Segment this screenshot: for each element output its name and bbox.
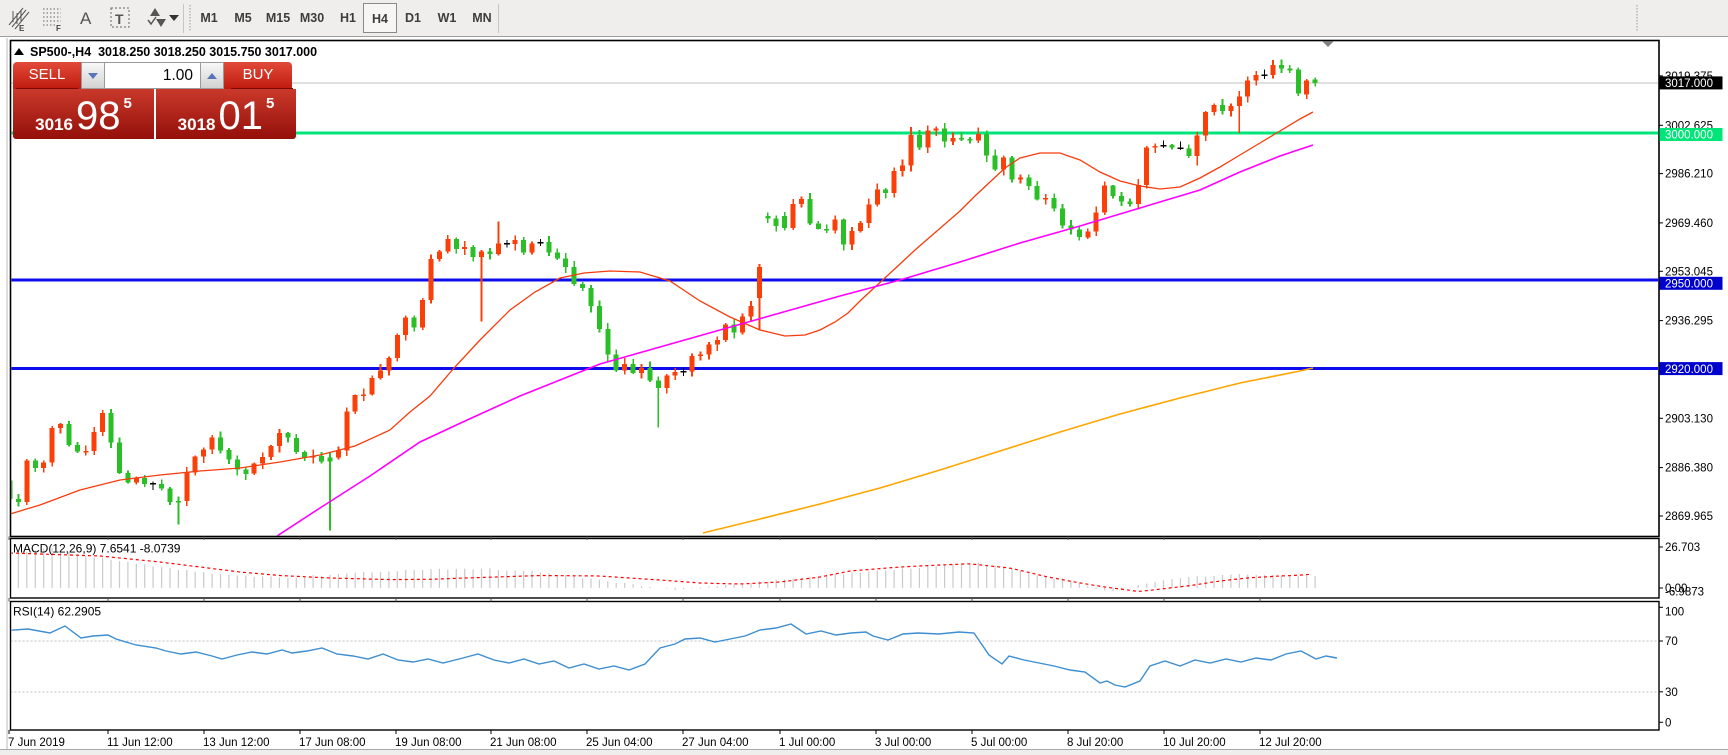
svg-text:F: F [56,24,61,33]
svg-text:E: E [19,24,25,33]
svg-text:19 Jun 08:00: 19 Jun 08:00 [395,737,462,749]
svg-text:3 Jul 00:00: 3 Jul 00:00 [875,737,931,749]
svg-text:0: 0 [1665,717,1671,729]
svg-text:A: A [80,9,92,28]
svg-text:2953.045: 2953.045 [1665,266,1713,278]
svg-text:RSI(14) 62.2905: RSI(14) 62.2905 [13,605,101,619]
svg-text:-6.9873: -6.9873 [1665,587,1704,599]
svg-text:30: 30 [1665,687,1678,699]
svg-text:5 Jul 00:00: 5 Jul 00:00 [971,737,1027,749]
svg-text:100: 100 [1665,606,1684,618]
svg-text:11 Jun 12:00: 11 Jun 12:00 [107,737,173,749]
svg-text:0.00: 0.00 [1665,583,1687,595]
svg-text:8 Jul 20:00: 8 Jul 20:00 [1067,737,1123,749]
svg-text:13 Jun 12:00: 13 Jun 12:00 [203,737,270,749]
svg-text:21 Jun 08:00: 21 Jun 08:00 [490,737,557,749]
svg-text:27 Jun 04:00: 27 Jun 04:00 [682,737,749,749]
svg-text:26.703: 26.703 [1665,542,1700,554]
svg-text:T: T [115,11,124,27]
svg-text:70: 70 [1665,636,1678,648]
svg-text:17 Jun 08:00: 17 Jun 08:00 [299,737,366,749]
svg-text:2903.130: 2903.130 [1665,413,1713,425]
svg-text:2986.210: 2986.210 [1665,169,1713,181]
svg-text:2936.295: 2936.295 [1665,316,1713,328]
svg-text:2950.000: 2950.000 [1665,278,1713,290]
svg-text:1 Jul 00:00: 1 Jul 00:00 [779,737,835,749]
svg-text:12 Jul 20:00: 12 Jul 20:00 [1259,737,1322,749]
svg-text:2920.000: 2920.000 [1665,364,1713,376]
svg-text:3000.000: 3000.000 [1665,130,1713,142]
svg-text:3017.000: 3017.000 [1665,78,1713,90]
svg-text:2886.380: 2886.380 [1665,463,1713,475]
svg-text:25 Jun 04:00: 25 Jun 04:00 [586,737,653,749]
svg-text:2869.965: 2869.965 [1665,511,1713,523]
svg-text:7 Jun 2019: 7 Jun 2019 [8,737,65,749]
svg-text:2969.460: 2969.460 [1665,218,1713,230]
svg-text:10 Jul 20:00: 10 Jul 20:00 [1163,737,1226,749]
svg-text:MACD(12,26,9) 7.6541 -8.0739: MACD(12,26,9) 7.6541 -8.0739 [13,542,181,556]
